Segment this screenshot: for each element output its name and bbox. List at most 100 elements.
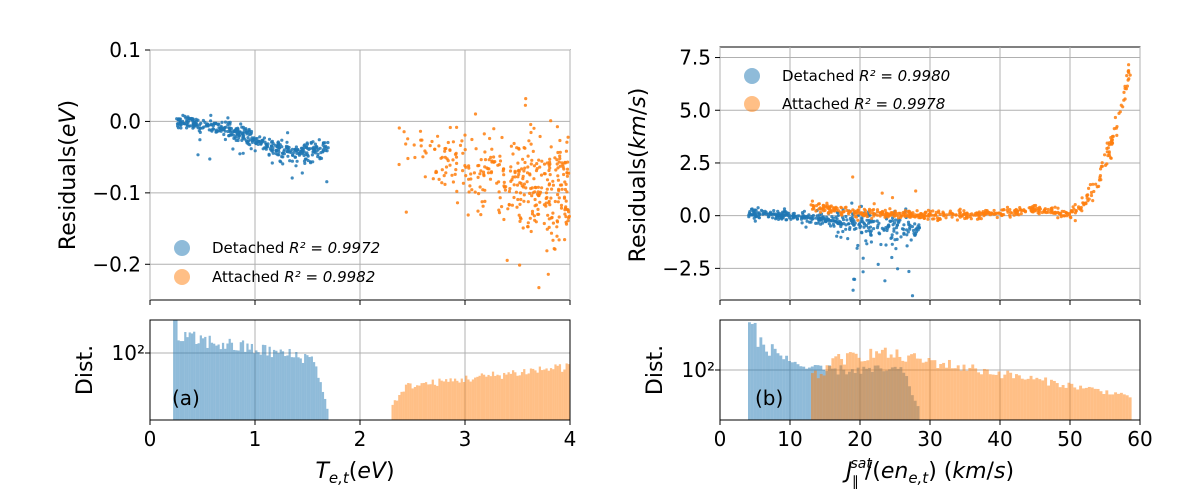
panel-b-hist-bar-attached <box>831 358 835 420</box>
panel-b-hist-bar-attached <box>883 347 887 420</box>
panel-a-hist-bar-attached <box>453 378 457 420</box>
panel-b-hist-bar-attached <box>1041 380 1045 420</box>
panel-a-point-detached <box>192 120 197 124</box>
panel-a-hist-bar-attached <box>503 372 506 420</box>
panel-a-hist-bar-attached <box>471 379 475 420</box>
panel-b-point-attached <box>1121 105 1125 109</box>
panel-a-point-attached <box>519 197 523 202</box>
panel-b-hist-bar-attached <box>848 352 852 420</box>
panel-b-point-attached <box>1019 212 1023 216</box>
panel-b-point-detached <box>823 219 827 223</box>
panel-b-point-detached <box>767 214 771 219</box>
panel-a-point-attached <box>479 158 483 162</box>
panel-a-ytick-label: 0.1 <box>109 38 141 62</box>
legend-marker-detached <box>174 240 190 256</box>
panel-a-point-detached <box>276 144 280 148</box>
panel-b-point-attached <box>958 211 963 215</box>
panel-b-hist-bar-attached <box>819 373 823 420</box>
panel-a-point-attached <box>479 213 483 217</box>
panel-b-hist-bar-attached <box>982 368 986 420</box>
panel-a-point-attached <box>467 166 471 170</box>
panel-b-point-attached <box>909 212 913 216</box>
panel-a-point-attached <box>545 187 549 191</box>
panel-a-point-attached <box>529 229 533 234</box>
panel-a-point-detached <box>316 152 320 156</box>
panel-a-tag: (a) <box>172 386 200 410</box>
panel-a-hist-bar-detached <box>173 320 176 420</box>
panel-a-point-attached <box>538 165 542 169</box>
panel-a-point-detached <box>309 141 313 145</box>
panel-b-ytick-label: −2.5 <box>662 256 711 280</box>
panel-a-hist-bar-detached <box>304 353 307 420</box>
panel-a-point-attached <box>531 191 535 195</box>
panel-b-point-detached <box>917 223 921 227</box>
panel-a-hist-bar-detached <box>284 356 287 420</box>
panel-b-point-attached <box>906 214 910 218</box>
panel-a-point-attached <box>547 217 551 221</box>
panel-b-point-attached <box>908 215 913 219</box>
panel-a-point-attached <box>560 187 564 191</box>
panel-b-hist-bar-attached <box>828 365 832 420</box>
panel-b-point-attached <box>837 209 841 213</box>
panel-a-point-attached <box>538 134 542 139</box>
panel-a-point-attached <box>526 225 530 229</box>
panel-b-hist-bar-attached <box>962 364 966 420</box>
panel-a-point-attached <box>525 171 530 175</box>
panel-a-point-attached <box>424 151 428 155</box>
panel-b-point-detached <box>811 213 816 218</box>
panel-a-point-attached <box>419 144 423 148</box>
panel-a-point-attached <box>564 199 568 203</box>
panel-b-hist-bar-attached <box>1102 394 1106 420</box>
panel-b-point-attached <box>1023 209 1028 213</box>
panel-b-point-detached <box>844 214 848 219</box>
panel-a-hist-bar-attached <box>491 371 495 420</box>
panel-a-point-attached <box>500 135 504 140</box>
panel-b-point-detached <box>841 218 846 222</box>
panel-a-point-detached <box>290 176 294 180</box>
panel-a-ytick-label: −0.1 <box>92 181 141 205</box>
panel-a-point-detached <box>242 127 246 131</box>
panel-a-point-detached <box>245 132 249 136</box>
panel-a-hist-bar-detached <box>319 382 322 420</box>
panel-a-hist-bar-detached <box>248 349 251 420</box>
panel-a-hist-bar-attached <box>404 384 408 420</box>
panel-b-point-attached <box>828 205 832 209</box>
panel-a-hist-bar-detached <box>264 345 267 420</box>
panel-a-point-detached <box>306 158 310 163</box>
panel-a-point-attached <box>547 168 551 173</box>
panel-a-point-attached <box>528 191 532 195</box>
panel-b-hist-bar-attached <box>1111 394 1115 420</box>
panel-b-point-attached <box>1125 84 1129 88</box>
panel-b-hist-bar-attached <box>1108 394 1112 420</box>
panel-a-hist-bar-attached <box>527 373 530 420</box>
panel-b-point-attached <box>1127 77 1131 81</box>
panel-b-hist-bar-detached <box>776 353 780 420</box>
panel-a-point-attached <box>486 171 491 175</box>
panel-b-hist-bar-attached <box>991 374 995 420</box>
panel-a-point-attached <box>553 156 557 160</box>
panel-a-hist-bar-attached <box>422 382 425 420</box>
panel-b-point-detached <box>868 225 873 229</box>
panel-a-hist-bar-attached <box>511 370 515 420</box>
panel-b-hist-bar-detached <box>799 366 803 420</box>
panel-b-point-attached <box>973 212 978 216</box>
legend-marker-detached <box>744 68 760 84</box>
panel-a-point-attached <box>556 174 560 178</box>
panel-a-point-attached <box>520 184 524 188</box>
panel-a-point-attached <box>557 189 561 193</box>
panel-b-point-attached <box>809 203 813 207</box>
panel-b-point-detached <box>774 213 778 217</box>
panel-a-point-attached <box>482 172 486 177</box>
panel-b-hist-bar-attached <box>939 364 943 420</box>
panel-a-point-attached <box>537 286 541 290</box>
panel-b-point-detached <box>886 226 890 230</box>
panel-a-point-attached <box>521 157 525 161</box>
panel-a-point-detached <box>246 136 250 140</box>
panel-a-point-detached <box>233 136 237 140</box>
panel-b-point-detached <box>748 210 752 214</box>
panel-a-hist-bar-detached <box>244 351 247 420</box>
panel-a-point-attached <box>555 162 559 166</box>
panel-a-hist-bar-detached <box>190 333 194 420</box>
panel-a-point-attached <box>439 156 443 160</box>
panel-a-hist-bar-attached <box>563 369 566 420</box>
